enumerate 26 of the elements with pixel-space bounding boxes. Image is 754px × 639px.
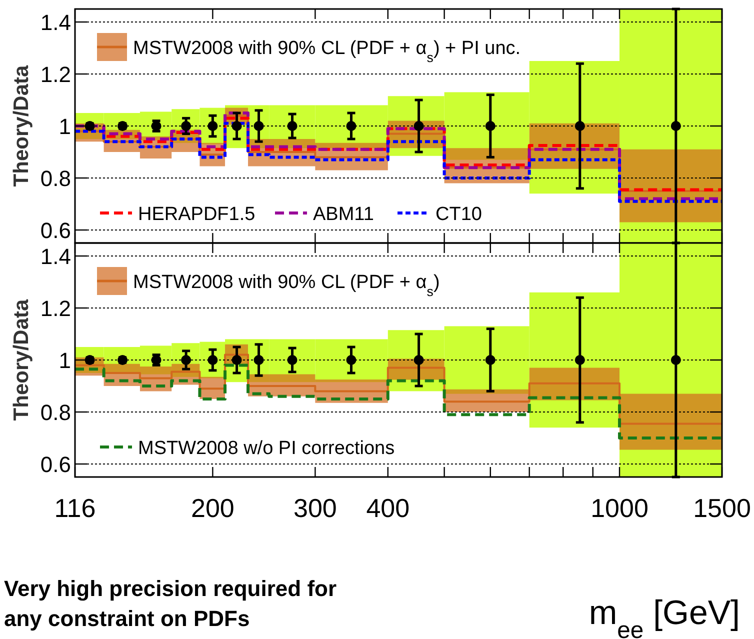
x-tick-label: 1000 bbox=[590, 493, 648, 523]
x-axis-title: m$_{ee}$ [GeV] bbox=[588, 594, 740, 639]
x-tick-label: 200 bbox=[190, 493, 234, 523]
y-axis-title: Theory/Data bbox=[10, 65, 33, 187]
legend-label: MSTW2008 w/o PI corrections bbox=[138, 438, 395, 459]
y-tick-label: 0.8 bbox=[40, 166, 71, 191]
x-tick-label: 1500 bbox=[693, 493, 751, 523]
legend-label: ABM11 bbox=[313, 204, 374, 225]
y-tick-label: 1.2 bbox=[40, 296, 71, 321]
y-tick-label: 0.6 bbox=[40, 218, 71, 243]
y-tick-label: 1 bbox=[58, 348, 71, 373]
y-tick-label: 1 bbox=[58, 114, 71, 139]
y-tick-label: 1.4 bbox=[40, 10, 71, 35]
legend-label: HERAPDF1.5 bbox=[138, 204, 256, 225]
y-tick-label: 0.6 bbox=[40, 452, 71, 477]
y-tick-label: 0.8 bbox=[40, 400, 71, 425]
x-tick-label: 400 bbox=[366, 493, 410, 523]
y-tick-label: 1.2 bbox=[40, 62, 71, 87]
y-tick-label: 1.4 bbox=[40, 244, 71, 269]
legend-label: CT10 bbox=[436, 204, 482, 225]
text: Very high precision required for any constraint on PDFs bbox=[4, 576, 337, 631]
y-axis-title: Theory/Data bbox=[10, 299, 33, 421]
legend-label: MSTW2008 with 90% CL (PDF + α$_{s}$) + PI unc. bbox=[133, 38, 521, 64]
x-tick-label: 116 bbox=[54, 493, 96, 523]
x-tick-label: 300 bbox=[293, 493, 337, 523]
legend-label: MSTW2008 with 90% CL (PDF + α$_{s}$) bbox=[133, 272, 440, 298]
